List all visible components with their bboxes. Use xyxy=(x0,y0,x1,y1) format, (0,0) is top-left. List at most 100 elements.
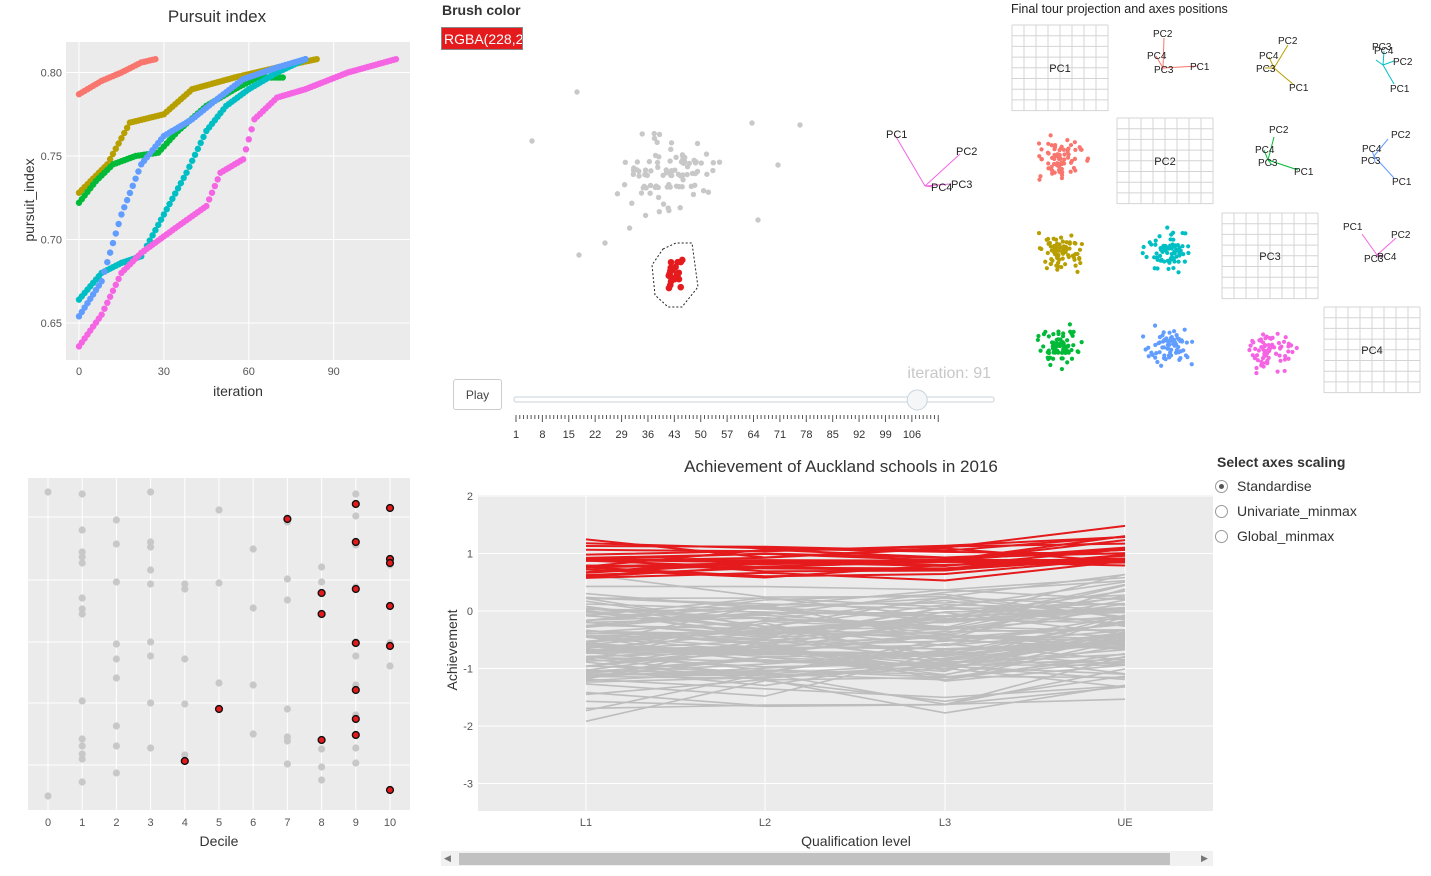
data-point xyxy=(1259,344,1264,350)
data-point xyxy=(1077,255,1082,261)
data-point xyxy=(1049,143,1054,148)
data-point xyxy=(1256,348,1262,353)
diag-cell-4: PC4 xyxy=(1323,306,1421,394)
data-point xyxy=(1149,242,1154,247)
selected-point xyxy=(351,730,360,740)
data-point xyxy=(1260,361,1265,366)
scroll-left-arrow-icon[interactable]: ◀ xyxy=(444,853,451,863)
data-point xyxy=(1066,152,1071,157)
school-line xyxy=(585,609,1126,644)
radio-button[interactable] xyxy=(1215,479,1228,493)
school-line xyxy=(585,633,1126,650)
data-point xyxy=(1154,251,1159,256)
x-tick-label: 7 xyxy=(284,817,290,829)
data-point xyxy=(1051,356,1056,361)
data-point xyxy=(283,596,291,604)
scroll-right-arrow-icon[interactable]: ▶ xyxy=(1201,853,1208,863)
data-point xyxy=(1046,241,1051,246)
data-point xyxy=(1161,339,1166,344)
axis-label-pc4: PC4 xyxy=(931,182,952,194)
parcoord-plot[interactable]: Achievement of Auckland schools in 2016 … xyxy=(440,450,1220,850)
data-point xyxy=(680,160,687,166)
x-tick-label: 0 xyxy=(76,366,82,378)
data-point xyxy=(576,252,582,258)
data-point xyxy=(1157,234,1162,239)
data-point xyxy=(98,311,105,318)
data-point xyxy=(1167,355,1172,360)
selected-point xyxy=(180,756,189,766)
data-point xyxy=(1167,330,1172,335)
selected-point xyxy=(351,499,360,509)
school-line xyxy=(585,641,1126,682)
y-tick-label: 0.75 xyxy=(41,151,62,163)
data-point xyxy=(1186,244,1191,249)
pursuit-index-plot[interactable]: Pursuit index 0 30 60 90 0.65 0.70 0.75 0.80 i… xyxy=(0,0,420,420)
data-point xyxy=(1141,244,1146,250)
x-tick-label: 0 xyxy=(45,817,51,829)
data-point xyxy=(112,540,120,548)
data-point xyxy=(1054,241,1060,246)
data-point xyxy=(186,163,193,170)
diag-label: PC1 xyxy=(1049,63,1070,75)
svg-text:PC4: PC4 xyxy=(1374,46,1394,57)
school-line xyxy=(585,660,1126,681)
slider-tick-label: 22 xyxy=(589,429,601,441)
data-point xyxy=(660,172,666,178)
data-point xyxy=(1186,250,1191,256)
data-point xyxy=(1290,349,1295,355)
data-point xyxy=(1046,151,1051,156)
data-point xyxy=(78,697,86,705)
x-tick-label: 9 xyxy=(353,817,359,829)
selected-point xyxy=(385,601,395,611)
data-point xyxy=(112,769,120,777)
scrollbar-thumb[interactable] xyxy=(459,853,1170,865)
data-point xyxy=(1286,344,1291,349)
data-point xyxy=(665,205,671,211)
data-point xyxy=(302,55,309,63)
data-point xyxy=(1176,344,1181,350)
data-point xyxy=(121,129,128,137)
data-point xyxy=(700,188,707,194)
slider-handle[interactable] xyxy=(906,389,928,411)
school-line xyxy=(585,626,1126,647)
data-point xyxy=(651,135,658,142)
data-point xyxy=(392,55,400,63)
diag-cell-2: PC2 xyxy=(1116,117,1214,205)
data-point xyxy=(656,208,662,215)
school-line xyxy=(585,581,1126,608)
radio-standardise[interactable]: Standardise xyxy=(1215,476,1312,496)
radio-univariate-minmax[interactable]: Univariate_minmax xyxy=(1215,501,1357,521)
brush-color-input[interactable]: RGBA(228,2 xyxy=(441,27,523,50)
data-point xyxy=(1062,152,1067,157)
radio-button[interactable] xyxy=(1215,529,1228,543)
axis-label-pc3: PC3 xyxy=(951,179,972,191)
data-point xyxy=(1052,152,1057,158)
data-point xyxy=(1189,362,1194,367)
data-point xyxy=(147,488,155,496)
selected-point xyxy=(317,609,326,619)
axis-label-pc2: PC2 xyxy=(956,146,977,158)
data-point xyxy=(1045,250,1050,256)
pair-scatter-5 xyxy=(1141,323,1195,368)
selected-point xyxy=(351,685,360,695)
data-point xyxy=(208,189,216,196)
radio-global-minmax[interactable]: Global_minmax xyxy=(1215,526,1334,546)
data-point xyxy=(44,488,52,496)
data-point xyxy=(109,150,117,158)
selected-point xyxy=(385,503,395,513)
iteration-slider[interactable]: 1 8 15 22 29 36 43 50 57 64 71 78 85 92 99 106 xyxy=(505,386,1000,446)
data-point xyxy=(44,792,52,800)
decile-plot[interactable]: 0 1 2 3 4 5 6 7 8 9 10 Decile xyxy=(0,470,420,870)
data-point xyxy=(1262,343,1267,349)
svg-text:PC1: PC1 xyxy=(1343,222,1363,233)
play-button[interactable]: Play xyxy=(453,379,502,410)
radio-button[interactable] xyxy=(1215,504,1228,518)
pursuit-series-5 xyxy=(75,55,309,320)
data-point xyxy=(1046,141,1051,146)
data-point xyxy=(1153,342,1158,348)
data-point xyxy=(797,122,803,128)
school-line xyxy=(585,620,1126,656)
tour-scatter-plot[interactable]: PC1 PC2 PC3 PC4 xyxy=(440,55,1010,375)
slider-tick-label: 50 xyxy=(695,429,707,441)
data-point xyxy=(1157,350,1162,355)
